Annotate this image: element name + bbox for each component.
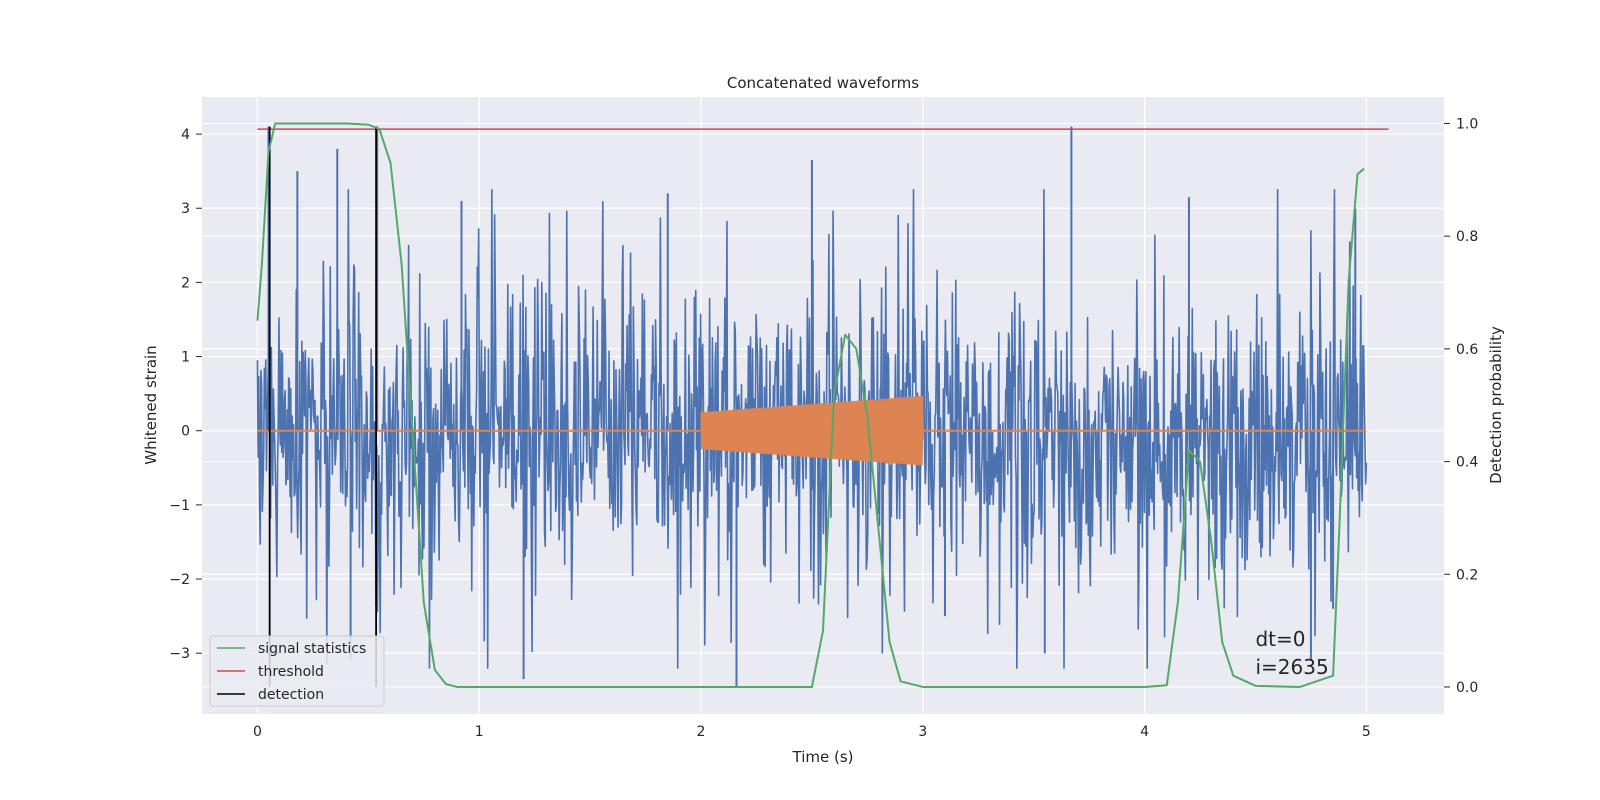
y-tick-label-left-1: −2 <box>169 572 190 588</box>
annotation-index: i=2635 <box>1255 655 1328 679</box>
y-tick-label-left-7: 4 <box>181 127 190 143</box>
x-tick-label-2: 2 <box>697 724 706 740</box>
y-tick-label-right-3: 0.6 <box>1456 342 1478 358</box>
legend-box <box>209 635 385 707</box>
y-tick-label-left-0: −3 <box>169 646 190 662</box>
signal-statistics-line <box>256 122 1365 688</box>
legend-label-detection: detection <box>258 687 324 703</box>
y-tick-label-right-2: 0.4 <box>1456 455 1478 471</box>
x-tick-label-1: 1 <box>475 724 484 740</box>
legend-label-signal-statistics: signal statistics <box>258 641 366 657</box>
x-tick-label-3: 3 <box>918 724 927 740</box>
y-axis-label-right: Detection probability <box>1487 326 1505 484</box>
y-tick-label-right-5: 1.0 <box>1456 116 1478 132</box>
x-tick-label-0: 0 <box>253 724 262 740</box>
annotation: dt=0 i=2635 <box>1255 627 1328 679</box>
y-tick-label-left-3: 0 <box>181 424 190 440</box>
y-tick-label-left-4: 1 <box>181 350 190 366</box>
y-tick-label-left-6: 3 <box>181 201 190 217</box>
y-tick-label-left-2: −1 <box>169 498 190 514</box>
y-tick-label-left-5: 2 <box>181 275 190 291</box>
chirp-line <box>700 395 924 466</box>
axis-ticks: 0 1 2 3 4 5 −3 −2 −1 0 1 2 3 4 0.0 0.2 0.4 0.6 0.8 1.0 <box>169 116 1478 740</box>
legend: signal statistics threshold detection <box>209 635 385 707</box>
annotation-dt: dt=0 <box>1255 627 1305 651</box>
x-axis-label: Time (s) <box>792 748 854 766</box>
chirp-waveform-series <box>257 395 1367 466</box>
legend-label-threshold: threshold <box>258 664 324 680</box>
y-tick-label-right-0: 0.0 <box>1456 680 1478 696</box>
overlay-lines <box>256 122 1389 688</box>
y-tick-label-right-4: 0.8 <box>1456 229 1478 245</box>
y-axis-label-left: Whitened strain <box>142 345 160 464</box>
y-tick-label-right-1: 0.2 <box>1456 567 1478 583</box>
x-tick-label-4: 4 <box>1140 724 1149 740</box>
x-tick-label-5: 5 <box>1362 724 1371 740</box>
chart-title: Concatenated waveforms <box>727 74 919 92</box>
